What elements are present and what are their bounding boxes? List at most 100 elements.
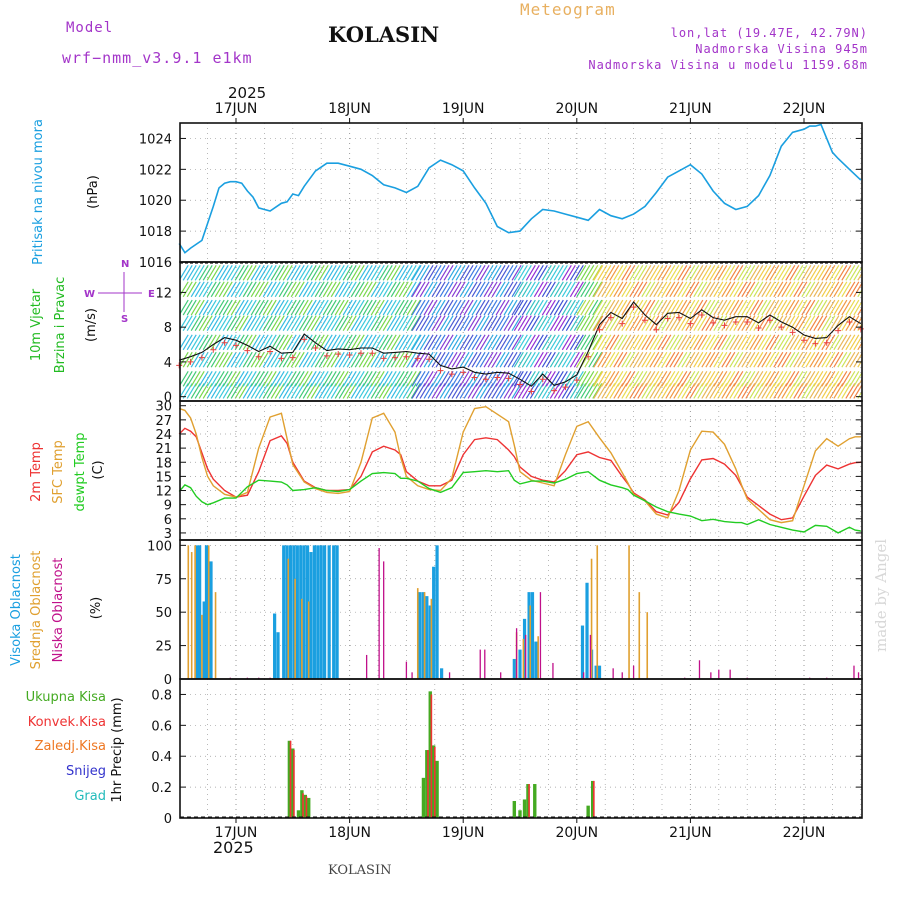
cloud-bar <box>432 566 436 679</box>
chart-grid <box>180 123 862 819</box>
wind-gust-marker <box>676 314 683 321</box>
cloud-bar <box>276 632 280 679</box>
ytick-label: 25 <box>155 640 172 655</box>
cloud-bar <box>285 545 289 679</box>
ytick-label: 100 <box>147 539 172 554</box>
cloud-bar <box>307 601 310 679</box>
temp-unit: (C) <box>91 460 106 479</box>
wind-gust-marker <box>528 388 535 395</box>
precip-legend-2: Zaledj.Kisa <box>35 739 106 754</box>
cloud-bar <box>316 545 320 679</box>
cloud-bar <box>299 545 303 679</box>
cloud-bar <box>295 545 299 679</box>
ytick-label: 24 <box>155 428 172 443</box>
compass-east: E <box>148 289 155 300</box>
ytick-label: 1020 <box>139 194 172 209</box>
wind-gust-marker <box>414 355 421 362</box>
cloud-bar <box>440 668 444 679</box>
cloud-bar <box>425 596 429 679</box>
day-label-bottom: 20JUN <box>555 825 598 841</box>
wind-gust-marker <box>744 318 751 325</box>
cloud-bar <box>518 649 522 679</box>
cloud-bar <box>522 618 527 679</box>
precip-bar <box>526 784 530 818</box>
precip-bar <box>300 790 304 818</box>
cloud-bar <box>698 660 701 679</box>
ytick-label: 9 <box>164 499 172 514</box>
wind-gust-marker <box>448 371 455 378</box>
wind-gust-marker <box>596 326 603 333</box>
cloud-bar <box>529 605 532 679</box>
year-label-top: 2025 <box>228 84 267 102</box>
wind-gust-marker <box>267 348 274 355</box>
day-label-bottom: 18JUN <box>328 825 371 841</box>
cloud-bar <box>198 545 202 679</box>
precip-bar <box>421 777 426 818</box>
wind-unit: (m/s) <box>84 308 99 342</box>
panel-frames <box>179 118 863 823</box>
precip-bar <box>591 780 595 818</box>
dewpt-axis-title: dewpt Temp <box>73 432 88 511</box>
day-label-bottom: 22JUN <box>783 825 826 841</box>
wind-gust-marker <box>210 346 217 353</box>
ytick-label: 18 <box>155 456 172 471</box>
cloud-bar <box>383 561 385 679</box>
wind-barb-field <box>180 264 862 399</box>
cloud-bar <box>312 545 316 679</box>
footer-station: KOLASIN <box>328 863 392 878</box>
cloud-bar <box>418 592 422 679</box>
wind-gust-marker <box>221 339 228 346</box>
cloud-bar <box>628 545 630 679</box>
cloud-bar <box>428 605 432 679</box>
day-label-bottom: 21JUN <box>669 825 712 841</box>
cloud-bar <box>327 545 331 679</box>
cloud-bar <box>512 658 516 679</box>
wind-gust-marker <box>346 351 353 358</box>
year-label-bottom: 2025 <box>213 838 254 857</box>
wind-gust-marker <box>721 322 728 329</box>
ytick-label: 15 <box>155 470 172 485</box>
wind-gust-marker <box>687 320 694 327</box>
wind-gust-marker <box>392 354 399 361</box>
cloud-bar <box>537 636 539 679</box>
cloud-bar <box>857 672 860 679</box>
wind-gust-marker <box>789 329 796 336</box>
precip-bar <box>434 746 436 818</box>
cloud-bar <box>729 669 731 679</box>
day-label-top: 21JUN <box>669 101 712 117</box>
cloud-bar <box>853 665 855 679</box>
cloud-unit: (%) <box>89 597 104 620</box>
precip-bar <box>427 750 429 818</box>
cloud-bar <box>309 552 313 679</box>
ytick-label: 21 <box>155 442 172 457</box>
wind-gust-marker <box>517 381 523 388</box>
precip-bar <box>512 801 517 818</box>
wind-gust-marker <box>312 345 319 352</box>
cloud-bar <box>590 558 593 679</box>
high-cloud-axis-title: Visoka Oblacnost <box>9 554 24 666</box>
cloud-bar <box>589 634 592 679</box>
panel-frame <box>179 400 863 541</box>
cloud-bar <box>195 545 199 679</box>
wind-gust-marker <box>460 369 467 376</box>
station-title: KOLASIN <box>328 22 440 47</box>
precip-bar <box>518 810 522 818</box>
pressure-unit: (hPa) <box>86 175 101 209</box>
cloud-bar <box>190 552 193 679</box>
compass-north: N <box>121 259 129 270</box>
cloud-bar <box>423 592 426 679</box>
chart-labels: 17JUN 17JUN 18JUN 18JUN 19JUN 19JUN 20JUN 20JUN… <box>9 101 825 841</box>
cloud-bar <box>585 582 589 679</box>
wind-gust-marker <box>585 353 592 360</box>
day-label-bottom: 19JUN <box>442 825 485 841</box>
wind-gust-marker <box>823 339 830 346</box>
compass-west: W <box>84 289 95 300</box>
ytick-label: 0 <box>164 391 172 406</box>
cloud-bar <box>378 548 380 679</box>
low-cloud-axis-title: Niska Oblacnost <box>51 558 66 663</box>
cloud-bar <box>530 592 535 679</box>
precip-bar <box>522 799 527 818</box>
cloud-bar <box>594 665 598 679</box>
wind-gust-marker <box>835 327 842 334</box>
